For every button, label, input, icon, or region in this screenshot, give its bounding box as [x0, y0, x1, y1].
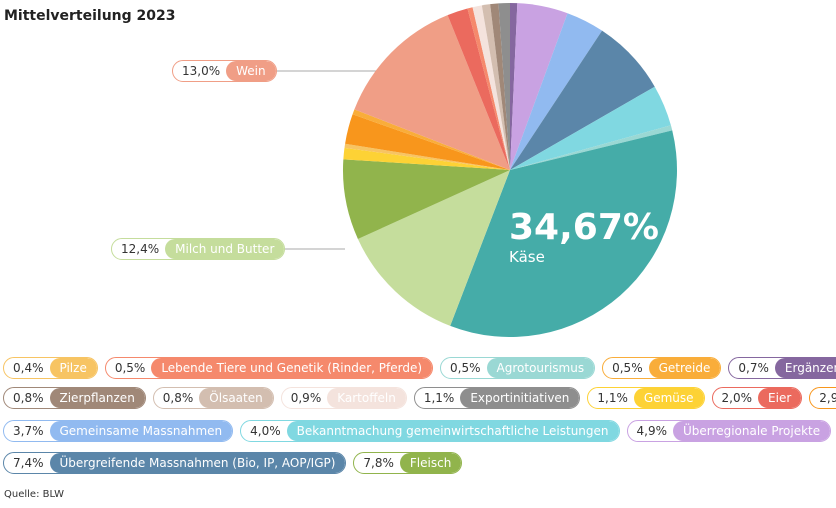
legend-label: Agrotourismus: [486, 358, 595, 378]
legend-percent: 7,4%: [13, 456, 44, 470]
legend-percent: 2,0%: [721, 391, 753, 405]
legend-row: 7,4% Übergreifende Massnahmen (Bio, IP, A…: [3, 452, 463, 474]
legend-item: 0,5% Agrotourismus: [440, 357, 596, 379]
legend-label: Bekanntmachung gemeinwirtschaftliche Lei…: [286, 421, 619, 441]
callout-pill-wein: 13,0% Wein: [172, 60, 277, 82]
pie-slice-bekanntmachung-gemeinwirtschaftliche-leistungen: [510, 86, 671, 170]
legend-item: 0,5% Getreide: [602, 357, 722, 379]
legend-percent: 0,8%: [162, 391, 194, 405]
pie-slice-ergänzende-projekte: [510, 3, 518, 170]
pie-slice-ölsaaten: [481, 4, 510, 170]
pie-slice-exportinitiativen: [498, 3, 510, 170]
legend-percent: 0,8%: [13, 391, 44, 405]
pie-slice-gemeinsame-massnahmen: [510, 13, 603, 170]
legend-percent: 0,9%: [290, 391, 322, 405]
pie-slice-agrotourismus: [510, 125, 673, 170]
legend-row: 0,4% Pilze 0,5% Lebende Tiere und Genetik (…: [3, 357, 836, 379]
pie-slice-lebende-tiere-und-genetik-rinder-pferde-: [467, 7, 510, 170]
legend-label: Ergänzende Projekte: [774, 358, 836, 378]
callout-pct: 12,4%: [121, 242, 160, 256]
legend-item: 7,4% Übergreifende Massnahmen (Bio, IP, A…: [3, 452, 347, 474]
legend-label: Getreide: [648, 358, 721, 378]
pie-slice-fleisch: [343, 159, 510, 239]
legend-percent: 7,8%: [363, 456, 394, 470]
legend-item: 0,8% Ölsaaten: [152, 387, 274, 409]
pie-slice-obst: [345, 114, 510, 170]
legend-percent: 0,5%: [450, 361, 481, 375]
legend-item: 0,4% Pilze: [3, 357, 98, 379]
legend-percent: 2,9%: [819, 391, 836, 405]
callout-wein: 13,0% Wein: [172, 60, 277, 82]
legend-label: Exportinitiativen: [460, 388, 580, 408]
legend-row: 3,7% Gemeinsame Massnahmen 4,0% Bekanntmach…: [3, 420, 832, 442]
legend-label: Ölsaaten: [199, 388, 273, 408]
pie-slice-kartoffeln: [472, 5, 510, 170]
legend-item: 0,5% Lebende Tiere und Genetik (Rinder, P…: [104, 357, 434, 379]
pie-slice-überregionale-projekte: [510, 3, 568, 171]
legend-item: 0,8% Zierpflanzen: [3, 387, 146, 409]
pie-slice-milch-und-butter: [357, 170, 510, 326]
pie-slice-käse: [450, 130, 678, 337]
legend-label: Überregionale Projekte: [673, 421, 831, 441]
legend-label: Lebende Tiere und Genetik (Rinder, Pferd…: [151, 358, 433, 378]
legend-percent: 3,7%: [13, 424, 44, 438]
legend-percent: 4,9%: [636, 424, 668, 438]
kaese-percent-label: 34,67%: [509, 207, 659, 248]
source-note: Quelle: BLW: [4, 489, 65, 500]
callout-label: Wein: [226, 61, 276, 81]
legend-row: 0,8% Zierpflanzen 0,8% Ölsaaten 0,9% Kartoffe…: [3, 387, 836, 409]
legend-item: 0,9% Kartoffeln: [280, 387, 407, 409]
legend-percent: 0,4%: [13, 361, 44, 375]
pie-slice-gemüse: [343, 147, 510, 170]
legend-label: Fleisch: [399, 453, 462, 473]
legend-label: Gemüse: [633, 388, 704, 408]
pie-slice-getreide: [352, 109, 510, 170]
pie-slice-eier: [447, 8, 510, 171]
legend-label: Übergreifende Massnahmen (Bio, IP, AOP/I…: [49, 453, 346, 473]
legend-percent: 0,5%: [612, 361, 643, 375]
callout-pct: 13,0%: [182, 64, 221, 78]
pie-slice-übergreifende-massnahmen-bio-ip-aop-igp-: [510, 30, 655, 170]
callout-pill-milch: 12,4% Milch und Butter: [111, 238, 286, 260]
callout-milch: 12,4% Milch und Butter: [111, 238, 286, 260]
legend-percent: 4,0%: [250, 424, 281, 438]
legend-label: Zierpflanzen: [49, 388, 145, 408]
legend-item: 1,1% Exportinitiativen: [413, 387, 581, 409]
legend-label: Eier: [758, 388, 802, 408]
legend-percent: 0,5%: [114, 361, 146, 375]
legend-label: Kartoffeln: [327, 388, 406, 408]
kaese-name-label: Käse: [509, 248, 545, 266]
pie-slice-pilze: [344, 143, 510, 170]
legend-percent: 1,1%: [597, 391, 628, 405]
legend-item: 2,9%Obst: [809, 387, 836, 409]
chart-title: Mittelverteilung 2023: [4, 8, 176, 24]
legend-item: 4,0% Bekanntmachung gemeinwirtschaftliche…: [240, 420, 620, 442]
legend-percent: 0,7%: [738, 361, 769, 375]
callout-label: Milch und Butter: [165, 239, 285, 259]
legend-label: Pilze: [49, 358, 97, 378]
legend-item: 0,7% Ergänzende Projekte: [728, 357, 836, 379]
legend-item: 3,7% Gemeinsame Massnahmen: [3, 420, 234, 442]
legend-label: Gemeinsame Massnahmen: [49, 421, 233, 441]
pie-slice-wein: [354, 15, 510, 171]
legend-item: 7,8% Fleisch: [353, 452, 463, 474]
legend-percent: 1,1%: [423, 391, 455, 405]
legend-item: 2,0% Eier: [711, 387, 803, 409]
legend-item: 1,1% Gemüse: [587, 387, 705, 409]
pie-slice-zierpflanzen: [490, 3, 510, 171]
legend-item: 4,9% Überregionale Projekte: [626, 420, 832, 442]
